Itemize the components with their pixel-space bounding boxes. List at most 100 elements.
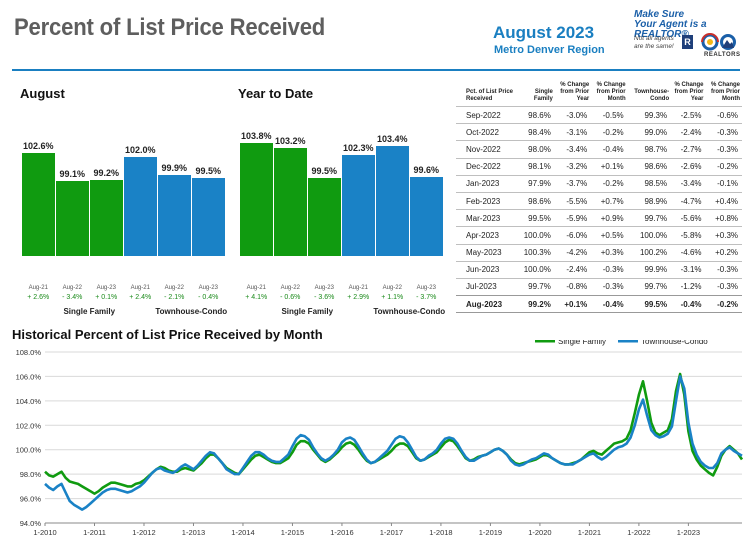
table-cell: -0.3% [705,277,742,296]
august-bar-change: + 2.6% [27,294,50,301]
table-cell: 100.3% [520,243,555,262]
table-cell: +0.1% [554,295,592,314]
ytd-bar-x-label: Aug-23 [314,285,334,291]
august-bar-value-label: 102.6% [22,140,54,151]
report-region: Metro Denver Region [494,44,605,56]
table-cell: 98.1% [520,157,555,176]
page-title: Percent of List Price Received [14,14,326,41]
table-cell: 99.5% [627,295,672,314]
x-tick-label: 1-2018 [429,528,452,537]
table-cell: 99.3% [627,105,672,124]
realtors-logo-text: REALTORS [704,52,741,58]
table-cell: -5.5% [554,191,592,210]
table-cell: Nov-2022 [456,140,521,159]
table-cell: -0.4% [671,295,706,314]
table-row: Jan-2023 97.9% -3.7% -0.2% 98.5% -3.4% -0.1% [456,174,742,193]
table-cell: +0.7% [591,191,628,210]
table-cell: Sep-2022 [456,105,521,124]
table-cell: -0.3% [705,140,742,159]
table-cell: 98.0% [520,140,555,159]
table-cell: Jun-2023 [456,260,521,279]
table-header: % Change from Prior Year [560,82,590,102]
x-tick-label: 1-2016 [330,528,353,537]
table-cell: 99.5% [520,209,555,227]
august-bar [22,152,55,256]
august-bar-value-label: 99.1% [59,169,86,180]
ytd-bar-value-label: 99.5% [311,165,338,176]
table-cell: -2.5% [671,105,706,124]
table-cell: -5.8% [671,226,706,244]
history-line-chart: 94.0% 96.0% 98.0% 100.0% 102.0% 104.0% 106.0% 1… [16,340,744,537]
table-cell: Mar-2023 [456,209,521,227]
august-bar [90,180,123,256]
table-header: % Change from Prior Month [710,82,740,102]
ytd-bar-x-label: Aug-21 [348,285,368,291]
table-cell: 98.7% [627,140,672,159]
table-cell: -0.2% [705,157,742,176]
x-tick-label: 1-2015 [281,528,304,537]
table-row: Apr-2023 100.0% -6.0% +0.5% 100.0% -5.8% +0.3% [456,226,742,244]
x-tick-label: 1-2021 [578,528,601,537]
ytd-bar-value-label: 102.3% [342,142,374,153]
ytd-group-single-family: Single Family [281,307,334,316]
header-rule [12,69,740,71]
august-bar-change: - 0.4% [198,294,219,301]
table-cell: -5.6% [671,209,706,227]
x-tick-label: 1-2011 [83,528,106,537]
table-cell: Jan-2023 [456,174,521,193]
legend-label: Townhouse-Condo [641,340,708,346]
table-cell: -4.2% [554,243,592,262]
colorado-realtors-logo-icon [701,33,736,51]
table-row: Mar-2023 99.5% -5.9% +0.9% 99.7% -5.6% +0.8% [456,209,742,227]
table-cell: 99.7% [520,277,555,296]
table-cell: -5.9% [554,209,592,227]
ytd-bar-value-label: 103.4% [376,133,408,144]
table-cell: -0.4% [591,295,628,314]
table-cell: -2.4% [554,260,592,279]
table-cell: 99.7% [627,209,672,227]
table-row: Feb-2023 98.6% -5.5% +0.7% 98.9% -4.7% +0.4% [456,191,742,210]
table-cell: -0.8% [554,277,592,296]
ytd-bar [240,142,273,256]
august-bar [158,174,191,256]
x-tick-label: 1-2019 [479,528,502,537]
table-header: % Change from Prior Month [596,82,626,102]
table-cell: Aug-2023 [456,295,521,314]
y-tick-label: 104.0% [16,397,42,406]
table-cell: 98.6% [520,105,555,124]
ytd-bar [410,177,443,256]
august-bar-value-label: 102.0% [124,145,156,156]
ytd-bar-change: - 0.6% [280,294,301,301]
august-bar-x-label: Aug-23 [198,285,218,291]
x-tick-label: 1-2017 [380,528,403,537]
table-cell: -4.6% [671,243,706,262]
badge-note-line1: Not all agents [634,35,674,42]
monthly-table: Pct. of List Price Received Single Family… [456,82,742,314]
table-cell: +0.1% [591,157,628,176]
august-bar-change: - 2.1% [164,294,185,301]
table-cell: -3.4% [671,174,706,193]
ytd-bar-change: - 3.7% [416,294,437,301]
table-cell: +0.3% [591,243,628,262]
y-tick-label: 94.0% [20,519,42,528]
table-cell: 98.5% [627,174,672,193]
august-bar-x-label: Aug-22 [164,285,184,291]
table-row: May-2023 100.3% -4.2% +0.3% 100.2% -4.6% +0.2% [456,243,742,262]
ytd-bar-change: + 1.1% [381,294,404,301]
table-row: Sep-2022 98.6% -3.0% -0.5% 99.3% -2.5% -0.6% [456,105,742,124]
august-bar [124,157,157,256]
ytd-bar-x-label: Aug-22 [382,285,402,291]
ytd-bar-change: - 3.6% [314,294,335,301]
table-row: Nov-2022 98.0% -3.4% -0.4% 98.7% -2.7% -0.3% [456,140,742,159]
table-cell: +0.9% [591,209,628,227]
table-row: Jul-2023 99.7% -0.8% -0.3% 99.7% -1.2% -0.3% [456,277,742,296]
table-cell: -0.1% [705,174,742,193]
august-bar-change: + 2.4% [129,294,152,301]
august-bar-x-label: Aug-21 [28,285,48,291]
table-cell: -0.3% [591,277,628,296]
table-cell: -3.7% [554,174,592,193]
ytd-panel-title: Year to Date [238,86,314,101]
table-cell: -2.4% [671,123,706,141]
table-cell: 98.6% [627,157,672,176]
ytd-bar-change: + 2.9% [347,294,370,301]
